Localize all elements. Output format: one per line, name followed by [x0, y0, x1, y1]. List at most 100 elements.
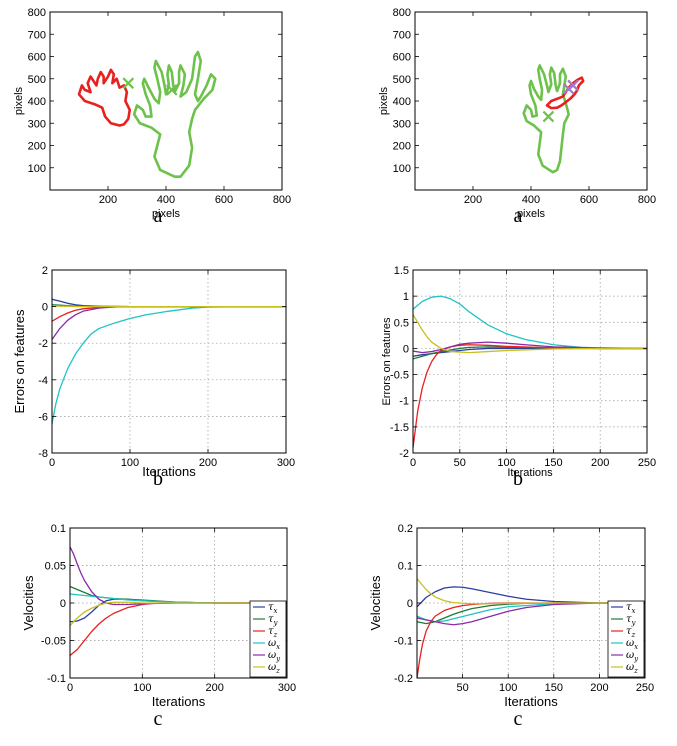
series-line-hand-silhouette-1 — [77, 68, 132, 127]
y-tick-label: -1 — [399, 396, 409, 408]
x-axis-title: Iterations — [152, 694, 206, 709]
y-tick-label: 0 — [60, 598, 66, 610]
panel-label: a — [514, 205, 523, 227]
x-tick-label: 400 — [157, 194, 175, 206]
marker-x-0 — [542, 110, 555, 123]
legend-box — [607, 600, 645, 678]
y-tick-label: 200 — [393, 141, 411, 153]
x-tick-label: 100 — [497, 457, 515, 469]
axes-frame — [412, 269, 648, 454]
y-tick-label: 0.2 — [398, 523, 413, 535]
panel-label: b — [153, 468, 163, 490]
y-tick-label: 400 — [28, 96, 46, 108]
y-tick-label: 500 — [28, 74, 46, 86]
y-tick-label: 100 — [28, 163, 46, 175]
y-tick-label: 0.5 — [394, 317, 409, 329]
panel-label: b — [513, 468, 523, 490]
x-tick-label: 600 — [580, 194, 598, 206]
y-tick-label: 0.05 — [45, 561, 66, 573]
series-line-hand-silhouette-0 — [522, 64, 570, 174]
y-tick-label: -6 — [38, 411, 48, 423]
x-tick-label: 150 — [544, 457, 562, 469]
x-tick-label: 100 — [121, 457, 139, 469]
x-tick-label: 200 — [99, 194, 117, 206]
x-tick-label: 200 — [464, 194, 482, 206]
series-line-curve-3 — [52, 305, 286, 425]
y-tick-label: -8 — [38, 448, 48, 460]
x-tick-label: 50 — [456, 682, 468, 694]
x-tick-label: 0 — [67, 682, 73, 694]
y-axis-title: Velocities — [368, 575, 383, 630]
series-line-ωz — [417, 577, 645, 605]
x-tick-label: 200 — [590, 682, 608, 694]
series-line-ωz — [70, 601, 287, 627]
axes-frame — [51, 269, 287, 454]
plot-area — [70, 546, 287, 657]
y-tick-label: 100 — [393, 163, 411, 175]
x-axis-title: pixels — [152, 208, 181, 220]
y-tick-label: -0.1 — [394, 636, 413, 648]
legend-entry-label: ωz — [626, 662, 638, 675]
x-tick-label: 250 — [636, 682, 654, 694]
plot-area — [417, 577, 645, 678]
chart-b-right: 0 50 100 150 200 250 -2 -1.5 -1 -0.5 0 0.5 1 1.5 Itera… — [381, 265, 656, 490]
legend-entry-label: τz — [268, 626, 278, 639]
series-line-ωy — [417, 602, 645, 626]
y-axis-title: pixels — [13, 86, 25, 115]
legend-entry-label: ωy — [626, 650, 639, 663]
x-tick-label: 400 — [522, 194, 540, 206]
y-tick-label: 700 — [393, 29, 411, 41]
y-tick-label: -0.2 — [394, 673, 413, 685]
series-line-τx — [417, 586, 645, 608]
x-tick-label: 800 — [273, 194, 291, 206]
panel-label: c — [154, 708, 163, 730]
legend-entry-label: τx — [626, 602, 636, 615]
chart-c-right: 50 100 150 200 250 -0.2 -0.1 0 0.1 0.2 Iterations V… — [368, 523, 654, 730]
y-axis-title: pixels — [378, 86, 390, 115]
y-tick-label: 0 — [42, 302, 48, 314]
x-tick-label: 200 — [205, 682, 223, 694]
legend-entry-label: ωy — [268, 650, 281, 663]
chart-a-right: 200 400 600 800 100 200 300 400 500 600 700 800 pixe… — [378, 7, 656, 227]
y-tick-label: -0.1 — [47, 673, 66, 685]
x-tick-label: 300 — [278, 682, 296, 694]
y-tick-label: -1.5 — [390, 422, 409, 434]
series-line-hand-silhouette-0 — [132, 50, 217, 178]
y-tick-label: 800 — [28, 7, 46, 19]
x-tick-label: 300 — [277, 457, 295, 469]
marker-x-1 — [166, 84, 178, 96]
series-line-ωy — [70, 546, 287, 606]
y-tick-label: 2 — [42, 265, 48, 277]
series-line-curve-2 — [52, 305, 286, 322]
series-line-curve-0 — [52, 298, 286, 308]
series-line-hand-silhouette-1 — [545, 76, 585, 110]
series-line-curve-5 — [52, 305, 286, 308]
y-tick-label: 0 — [403, 343, 409, 355]
legend-box — [249, 600, 287, 678]
x-tick-label: 50 — [454, 457, 466, 469]
x-tick-label: 150 — [545, 682, 563, 694]
y-tick-label: 0.1 — [51, 523, 66, 535]
plot-area — [77, 50, 217, 178]
x-tick-label: 200 — [199, 457, 217, 469]
y-axis-title: Errors on features — [381, 317, 393, 406]
legend-entry-label: ωx — [268, 638, 280, 651]
y-tick-label: 0.1 — [398, 561, 413, 573]
y-tick-label: -2 — [399, 448, 409, 460]
y-tick-label: 600 — [393, 52, 411, 64]
x-axis-title: Iterations — [142, 464, 196, 479]
y-tick-label: 300 — [28, 118, 46, 130]
y-tick-label: 300 — [393, 118, 411, 130]
x-tick-label: 250 — [638, 457, 656, 469]
x-axis-title: pixels — [517, 208, 546, 220]
legend-entry-label: τz — [626, 626, 636, 639]
panel-label: a — [154, 205, 163, 227]
x-tick-label: 0 — [49, 457, 55, 469]
y-tick-label: 1.5 — [394, 265, 409, 277]
legend-entry-label: ωz — [268, 662, 280, 675]
series-line-curve-5 — [413, 313, 647, 354]
y-tick-label: 1 — [403, 291, 409, 303]
y-tick-label: 600 — [28, 52, 46, 64]
panel-label: c — [514, 708, 523, 730]
